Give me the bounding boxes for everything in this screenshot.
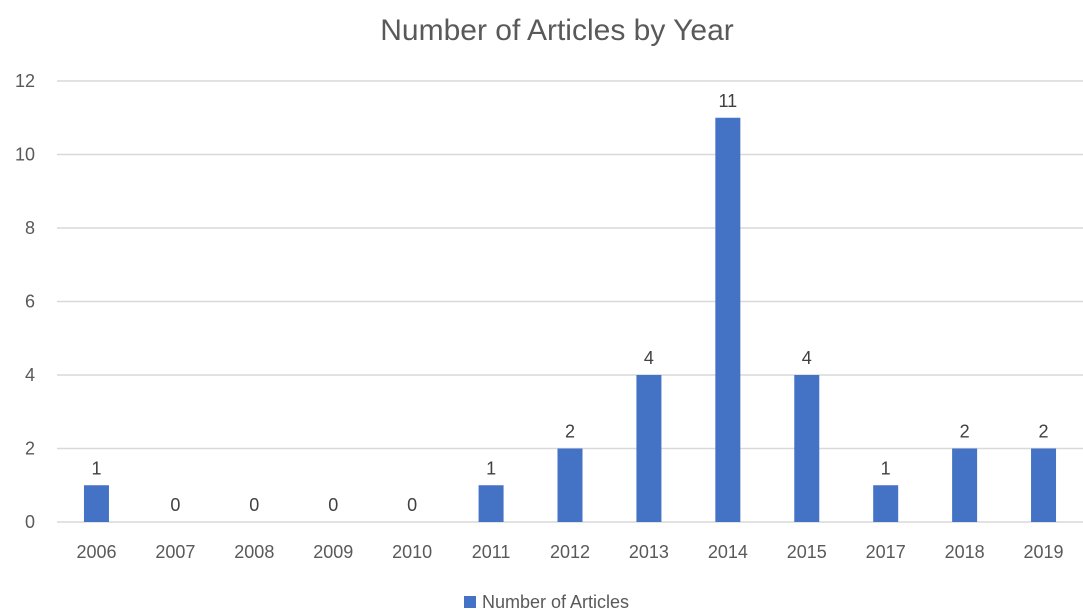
data-label-2014: 11 — [719, 91, 738, 111]
y-tick-label-8: 8 — [25, 218, 35, 238]
x-tick-label-2012: 2012 — [550, 542, 590, 562]
bar-2011 — [478, 485, 504, 522]
data-label-2011: 1 — [486, 458, 496, 478]
bar-2014 — [715, 117, 741, 522]
data-label-2010: 0 — [407, 495, 417, 515]
data-label-2018: 2 — [960, 422, 970, 442]
y-tick-label-0: 0 — [25, 512, 35, 532]
y-tick-label-10: 10 — [15, 145, 35, 165]
x-tick-label-2014: 2014 — [708, 542, 748, 562]
bar-2013 — [636, 375, 662, 522]
data-label-2017: 1 — [881, 458, 891, 478]
legend-label: Number of Articles — [482, 592, 629, 612]
bar-2017 — [873, 485, 899, 522]
data-label-2015: 4 — [802, 348, 812, 368]
x-tick-label-2015: 2015 — [787, 542, 827, 562]
bar-2018 — [952, 448, 978, 522]
x-tick-label-2010: 2010 — [392, 542, 432, 562]
bar-2006 — [83, 485, 109, 522]
x-tick-label-2008: 2008 — [234, 542, 274, 562]
y-tick-label-6: 6 — [25, 292, 35, 312]
x-tick-label-2019: 2019 — [1024, 542, 1064, 562]
y-tick-label-4: 4 — [25, 365, 35, 385]
x-tick-label-2007: 2007 — [155, 542, 195, 562]
data-label-2007: 0 — [170, 495, 180, 515]
gridlines — [57, 80, 1083, 523]
bar-2012 — [557, 448, 583, 522]
legend[interactable]: Number of Articles — [464, 592, 629, 612]
data-label-2008: 0 — [249, 495, 259, 515]
x-tick-label-2017: 2017 — [866, 542, 906, 562]
legend-swatch — [464, 596, 476, 608]
chart-title: Number of Articles by Year — [380, 14, 734, 47]
x-tick-label-2009: 2009 — [313, 542, 353, 562]
x-tick-label-2011: 2011 — [472, 542, 511, 562]
y-tick-label-12: 12 — [15, 71, 35, 91]
bar-2019 — [1031, 448, 1057, 522]
bar-2015 — [794, 375, 820, 522]
data-labels: 1 0 0 0 0 1 2 4 11 4 1 2 2 — [91, 91, 1048, 515]
x-axis-tick-labels: 2006 2007 2008 2009 2010 2011 2012 2013 2014 2015… — [76, 542, 1063, 562]
data-label-2012: 2 — [565, 422, 575, 442]
data-label-2006: 1 — [91, 458, 101, 478]
bars — [83, 117, 1057, 522]
data-label-2013: 4 — [644, 348, 654, 368]
data-label-2019: 2 — [1039, 422, 1049, 442]
data-label-2009: 0 — [328, 495, 338, 515]
y-tick-label-2: 2 — [25, 439, 35, 459]
x-tick-label-2006: 2006 — [76, 542, 116, 562]
y-axis-tick-labels: 0 2 4 6 8 10 12 — [15, 71, 35, 532]
x-tick-label-2018: 2018 — [945, 542, 985, 562]
x-tick-label-2013: 2013 — [629, 542, 669, 562]
